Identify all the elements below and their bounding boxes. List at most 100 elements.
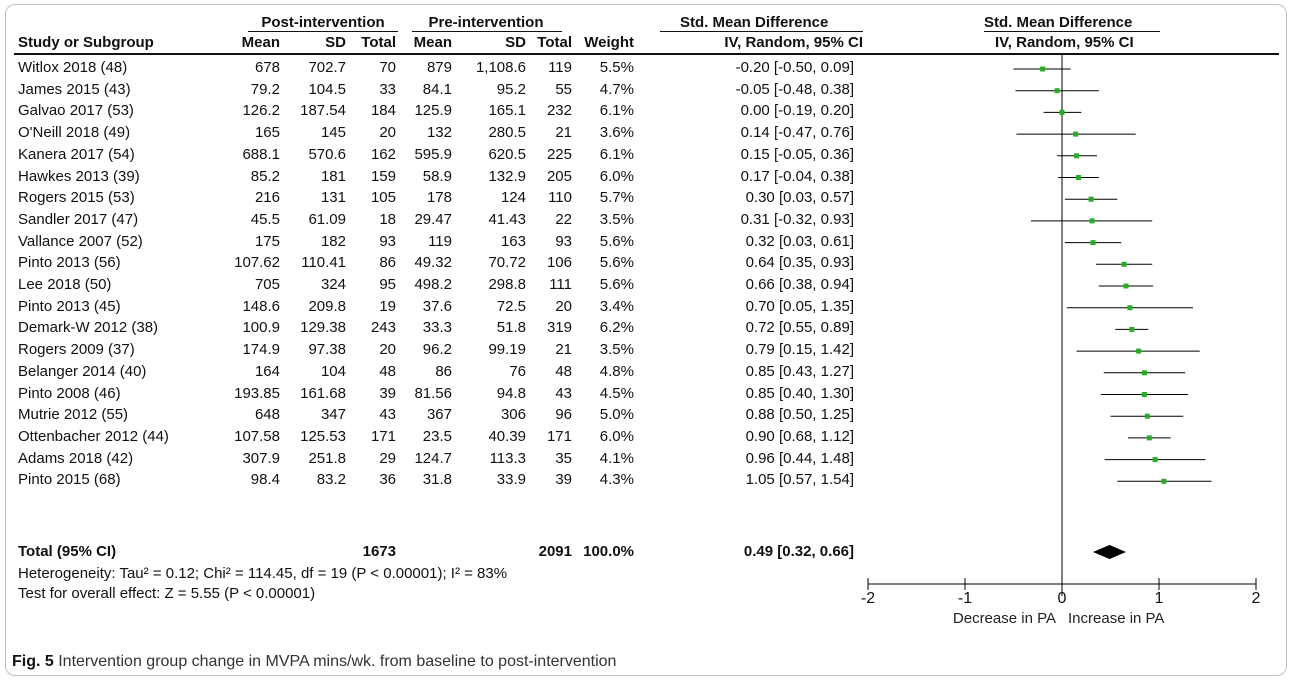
- pre-sd: 163: [500, 232, 526, 250]
- post-sd: 181: [320, 167, 346, 185]
- study-point: [1073, 131, 1079, 137]
- study-name: Hawkes 2013 (39): [18, 167, 140, 185]
- smd-ci: 1.05 [0.57, 1.54]: [745, 471, 854, 489]
- post-sd: 702.7: [308, 59, 346, 76]
- study-point: [1123, 283, 1129, 289]
- smd-ci: 0.88 [0.50, 1.25]: [745, 406, 854, 424]
- study-name: Witlox 2018 (48): [18, 59, 128, 76]
- post-sd: 129.38: [300, 319, 346, 337]
- post-mean: 688.1: [242, 145, 280, 163]
- weight: 3.4%: [599, 297, 634, 315]
- post-total: 162: [370, 145, 396, 163]
- post-sd: 104: [320, 362, 346, 380]
- pre-total: 35: [555, 449, 572, 467]
- post-mean: 45.5: [250, 210, 280, 228]
- weight: 5.6%: [599, 232, 634, 250]
- header-rule: [14, 53, 1279, 55]
- weight-header: Weight: [584, 34, 634, 51]
- post-group-rule: [248, 31, 398, 32]
- pre-mean: 58.9: [422, 167, 452, 185]
- pre-sd: 72.5: [496, 297, 526, 315]
- study-name: O'Neill 2018 (49): [18, 124, 131, 142]
- pre-total: 43: [555, 384, 572, 402]
- pre-intervention-header: Pre-intervention: [428, 14, 544, 31]
- post-sd: 161.68: [300, 384, 346, 402]
- post-mean: 648: [254, 406, 280, 424]
- smd-ci: 0.14 [-0.47, 0.76]: [740, 124, 854, 142]
- study-name: Ottenbacher 2012 (44): [18, 427, 169, 445]
- post-mean: 307.9: [242, 449, 280, 467]
- plot-ci-header: IV, Random, 95% CI: [995, 34, 1134, 51]
- weight: 6.0%: [599, 167, 634, 185]
- pre-mean: 49.32: [414, 254, 452, 272]
- study-point: [1141, 370, 1147, 376]
- pre-total: 48: [555, 362, 572, 380]
- pre-mean: 132: [426, 124, 452, 142]
- post-sd: 251.8: [308, 449, 346, 467]
- weight: 4.7%: [599, 80, 634, 98]
- post-total: 43: [379, 406, 396, 424]
- pre-total: 205: [546, 167, 572, 185]
- study-name: Galvao 2017 (53): [18, 102, 134, 120]
- weight: 4.3%: [599, 471, 634, 489]
- pre-sd-header: SD: [505, 34, 526, 51]
- post-mean: 705: [254, 276, 280, 293]
- pre-sd: 113.3: [489, 449, 526, 467]
- study-name: Demark-W 2012 (38): [18, 319, 159, 337]
- weight: 3.6%: [599, 124, 634, 142]
- post-mean-header: Mean: [241, 34, 280, 51]
- total-pre-n: 2091: [538, 543, 572, 560]
- weight: 5.6%: [599, 276, 634, 293]
- smd-ci: 0.79 [0.15, 1.42]: [745, 341, 854, 359]
- post-sd: 570.6: [308, 145, 346, 163]
- smd-ci: 0.00 [-0.19, 0.20]: [740, 102, 854, 120]
- pre-mean: 37.6: [422, 297, 452, 315]
- study-name: Mutrie 2012 (55): [18, 406, 129, 424]
- post-sd: 347: [320, 406, 346, 424]
- smd-ci: 0.15 [-0.05, 0.36]: [740, 145, 854, 163]
- smd-ci: 0.85 [0.43, 1.27]: [745, 362, 854, 380]
- weight: 4.1%: [599, 449, 634, 467]
- study-name: Pinto 2015 (68): [18, 471, 121, 489]
- study-name: James 2015 (43): [18, 80, 131, 98]
- post-sd: 182: [320, 232, 346, 250]
- smd-ci: -0.20 [-0.50, 0.09]: [735, 59, 854, 76]
- plot-group-rule: [984, 31, 1160, 32]
- pre-total: 20: [555, 297, 572, 315]
- total-post-n: 1673: [362, 543, 396, 560]
- post-total: 93: [379, 232, 396, 250]
- pre-mean: 33.3: [422, 319, 452, 337]
- study-point: [1127, 305, 1133, 311]
- study-point: [1089, 218, 1095, 224]
- pre-total: 119: [548, 59, 572, 76]
- post-mean: 107.62: [234, 254, 280, 272]
- post-mean: 193.85: [234, 384, 280, 402]
- post-total: 18: [379, 210, 396, 228]
- pre-sd: 124: [500, 189, 526, 207]
- smd-ci: -0.05 [-0.48, 0.38]: [735, 80, 854, 98]
- x-tick-label: 0: [1058, 590, 1067, 607]
- pre-sd: 40.39: [488, 427, 526, 445]
- pre-total: 55: [555, 80, 572, 98]
- figure-frame: [5, 4, 1287, 676]
- figure-caption: Fig. 5 Intervention group change in MVPA…: [12, 653, 616, 671]
- pre-mean: 81.56: [414, 384, 452, 402]
- post-sd: 83.2: [316, 471, 346, 489]
- pre-sd: 298.8: [488, 276, 526, 293]
- post-mean: 174.9: [242, 341, 280, 359]
- post-sd: 131: [320, 189, 346, 207]
- pre-mean: 178: [426, 189, 452, 207]
- study-name: Pinto 2008 (46): [18, 384, 121, 402]
- post-mean: 165: [254, 124, 280, 142]
- pre-mean: 498.2: [414, 276, 452, 293]
- weight: 4.5%: [599, 384, 634, 402]
- plot-smd-header: Std. Mean Difference: [984, 14, 1133, 31]
- figure-caption-text: Intervention group change in MVPA mins/w…: [58, 653, 617, 670]
- study-point: [1090, 240, 1096, 246]
- post-total: 95: [379, 276, 396, 293]
- study-point: [1059, 109, 1065, 115]
- study-point: [1141, 392, 1147, 397]
- smd-ci: 0.72 [0.55, 0.89]: [745, 319, 854, 337]
- post-total: 19: [379, 297, 396, 315]
